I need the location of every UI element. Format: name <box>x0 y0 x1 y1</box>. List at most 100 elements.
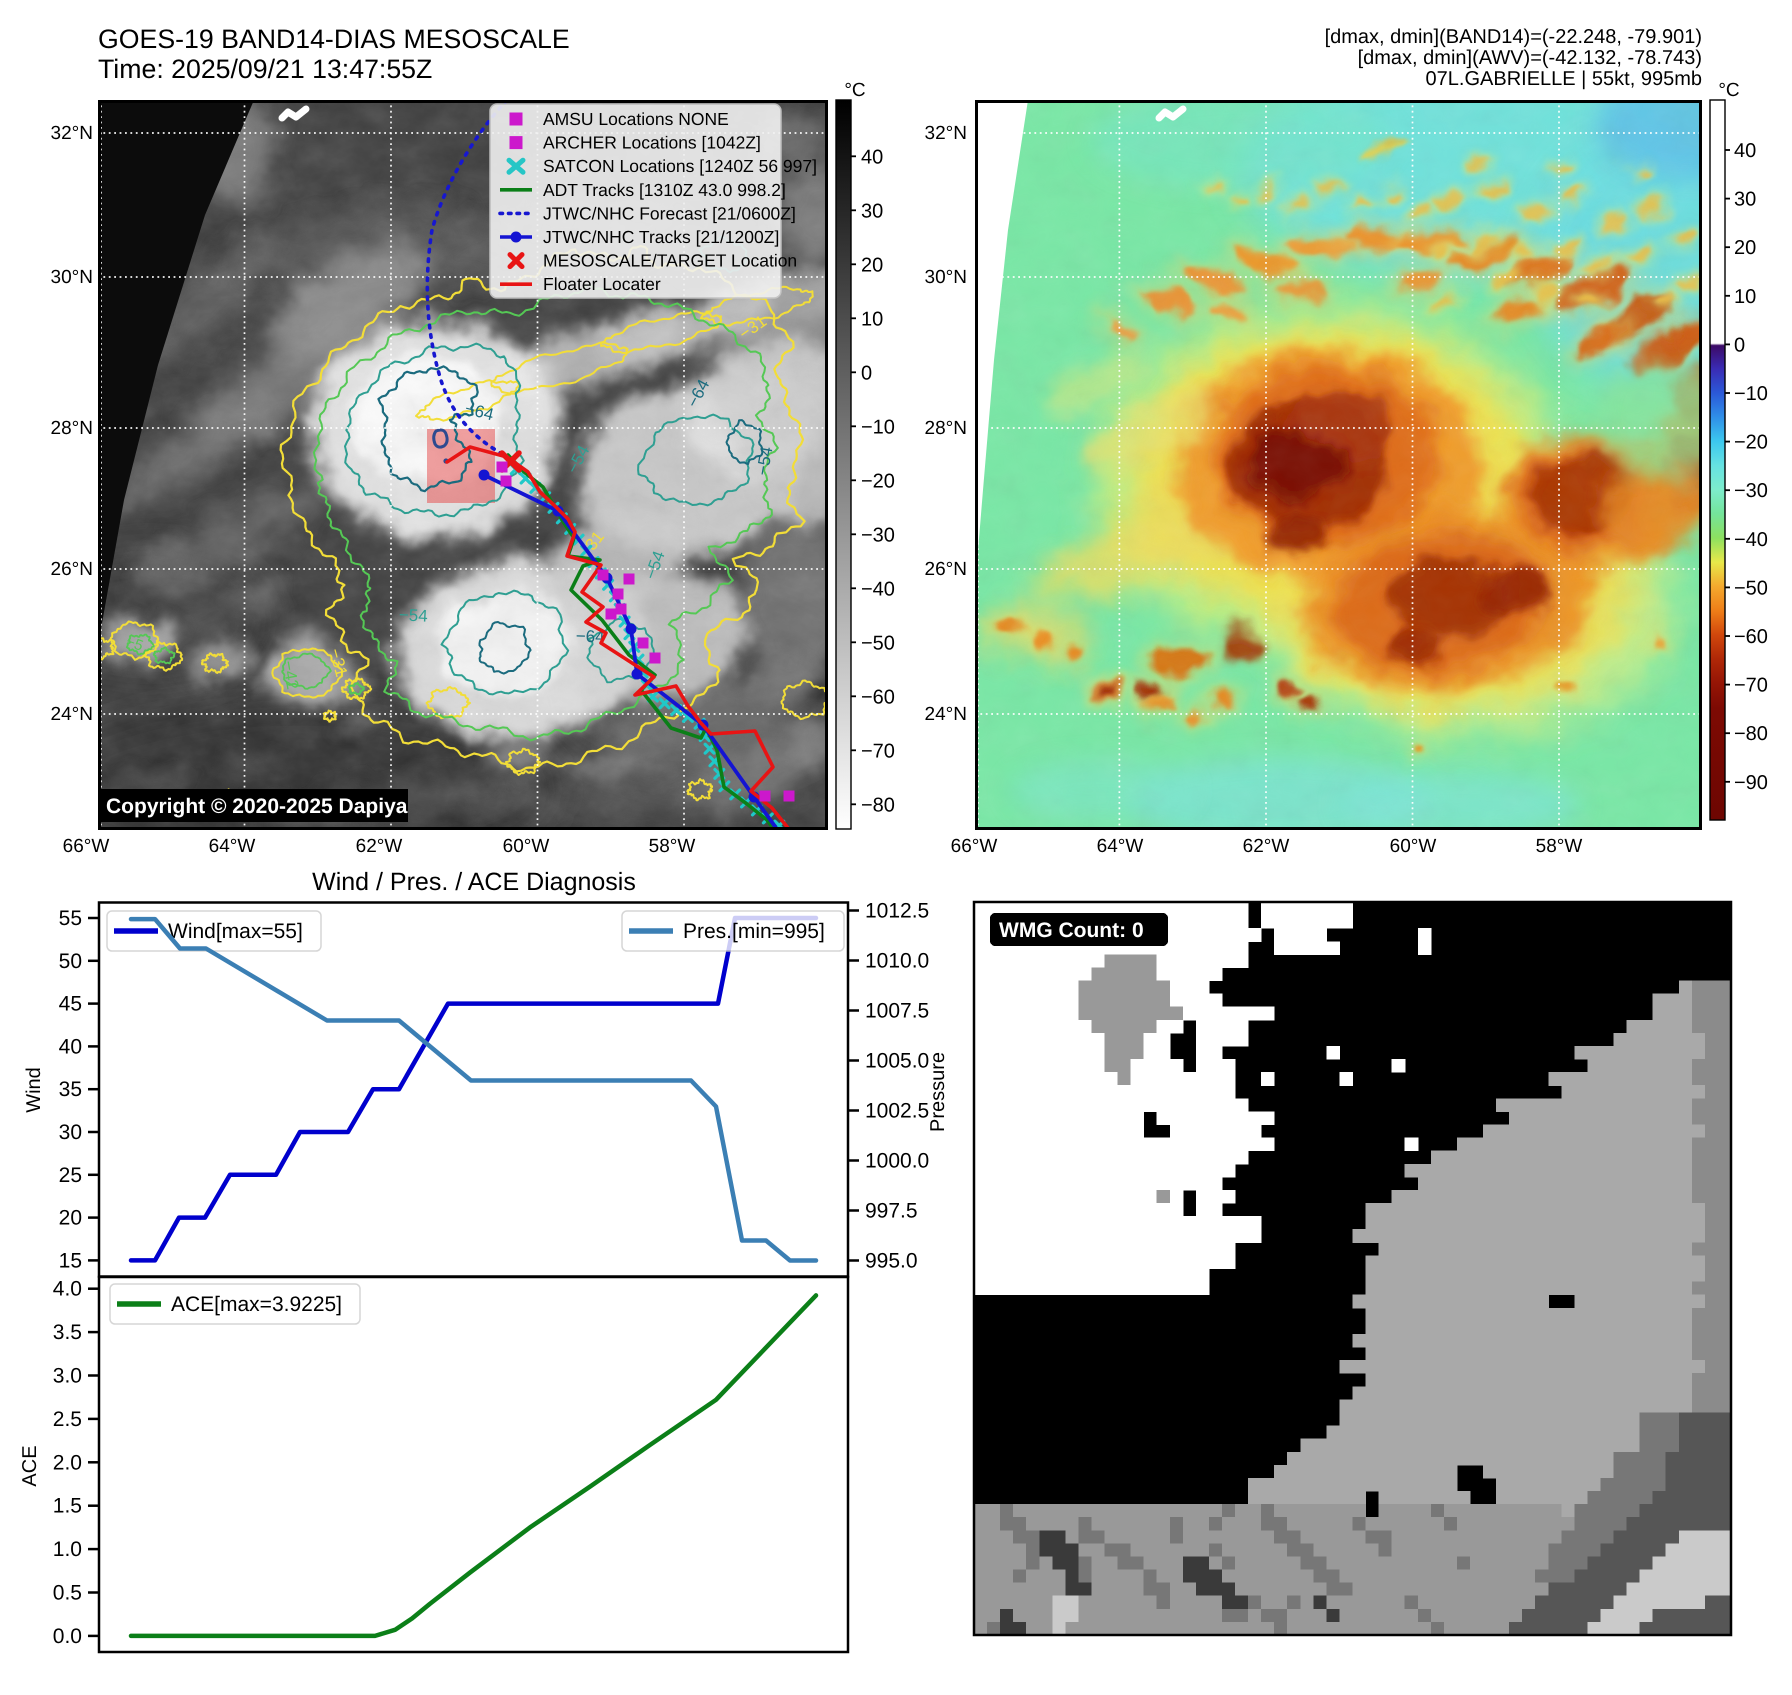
svg-text:24°N: 24°N <box>51 704 93 725</box>
svg-text:−20: −20 <box>861 470 895 492</box>
svg-text:50: 50 <box>59 950 82 973</box>
svg-text:30°N: 30°N <box>925 267 967 288</box>
svg-text:28°N: 28°N <box>51 418 93 439</box>
svg-text:−60: −60 <box>861 686 895 708</box>
svg-text:Floater Locater: Floater Locater <box>543 274 661 294</box>
svg-text:40: 40 <box>861 146 883 168</box>
svg-text:1002.5: 1002.5 <box>865 1100 929 1123</box>
svg-text:−10: −10 <box>1734 383 1768 405</box>
svg-text:−42: −42 <box>279 659 303 691</box>
svg-text:20: 20 <box>59 1207 82 1230</box>
svg-text:1.5: 1.5 <box>53 1495 82 1518</box>
svg-text:−54: −54 <box>398 605 428 625</box>
svg-text:Wind / Pres. / ACE Diagnosis: Wind / Pres. / ACE Diagnosis <box>312 868 636 896</box>
svg-text:°C: °C <box>1718 80 1739 101</box>
svg-text:−64: −64 <box>575 627 604 647</box>
svg-text:30: 30 <box>861 200 883 222</box>
svg-text:−40: −40 <box>861 578 895 600</box>
svg-text:−5: −5 <box>124 633 146 655</box>
svg-text:30°N: 30°N <box>51 267 93 288</box>
svg-text:32°N: 32°N <box>51 123 93 144</box>
svg-text:20: 20 <box>861 254 883 276</box>
svg-text:0.5: 0.5 <box>53 1582 82 1605</box>
svg-text:−70: −70 <box>1734 675 1768 697</box>
svg-text:JTWC/NHC Tracks [21/1200Z]: JTWC/NHC Tracks [21/1200Z] <box>543 227 779 247</box>
svg-text:35: 35 <box>59 1078 82 1101</box>
svg-text:ACE: ACE <box>19 1445 41 1486</box>
svg-text:SATCON Locations [1240Z 56 997: SATCON Locations [1240Z 56 997] <box>543 156 817 176</box>
svg-text:−80: −80 <box>861 794 895 816</box>
svg-text:0: 0 <box>1734 334 1745 356</box>
svg-text:−10: −10 <box>861 416 895 438</box>
svg-text:−30: −30 <box>1734 480 1768 502</box>
svg-text:Pressure: Pressure <box>927 1052 949 1132</box>
svg-text:58°W: 58°W <box>1536 836 1583 857</box>
svg-text:1012.5: 1012.5 <box>865 900 929 923</box>
svg-text:1005.0: 1005.0 <box>865 1050 929 1073</box>
svg-text:−50: −50 <box>861 632 895 654</box>
svg-text:10: 10 <box>1734 286 1756 308</box>
svg-text:1.0: 1.0 <box>53 1538 82 1561</box>
svg-text:62°W: 62°W <box>356 836 403 857</box>
svg-text:30: 30 <box>1734 189 1756 211</box>
svg-text:45: 45 <box>59 993 82 1016</box>
svg-text:30: 30 <box>59 1121 82 1144</box>
svg-text:Pres.[min=995]: Pres.[min=995] <box>683 920 825 943</box>
svg-text:20: 20 <box>1734 237 1756 259</box>
svg-text:40: 40 <box>59 1035 82 1058</box>
svg-text:28°N: 28°N <box>925 418 967 439</box>
svg-text:66°W: 66°W <box>951 836 998 857</box>
svg-text:−50: −50 <box>1734 577 1768 599</box>
svg-text:Wind[max=55]: Wind[max=55] <box>168 920 303 943</box>
svg-text:32°N: 32°N <box>925 123 967 144</box>
svg-text:40: 40 <box>1734 140 1756 162</box>
svg-text:JTWC/NHC Forecast [21/0600Z]: JTWC/NHC Forecast [21/0600Z] <box>543 203 796 223</box>
svg-text:Wind: Wind <box>23 1067 45 1113</box>
svg-text:AMSU Locations NONE: AMSU Locations NONE <box>543 109 729 129</box>
svg-text:GOES-19 BAND14-DIAS MESOSCALE: GOES-19 BAND14-DIAS MESOSCALE <box>98 24 570 54</box>
svg-text:−20: −20 <box>1734 432 1768 454</box>
svg-text:64°W: 64°W <box>209 836 256 857</box>
svg-text:55: 55 <box>59 907 82 930</box>
svg-text:2.0: 2.0 <box>53 1451 82 1474</box>
svg-text:24°N: 24°N <box>925 704 967 725</box>
svg-text:−60: −60 <box>1734 626 1768 648</box>
svg-text:−90: −90 <box>1734 772 1768 794</box>
svg-text:62°W: 62°W <box>1243 836 1290 857</box>
svg-text:997.5: 997.5 <box>865 1200 918 1223</box>
svg-text:WMG Count: 0: WMG Count: 0 <box>999 919 1144 942</box>
svg-text:3.0: 3.0 <box>53 1365 82 1388</box>
svg-text:[dmax, dmin](BAND14)=(-22.248,: [dmax, dmin](BAND14)=(-22.248, -79.901) <box>1325 26 1702 48</box>
svg-text:26°N: 26°N <box>51 559 93 580</box>
svg-text:−40: −40 <box>1734 529 1768 551</box>
svg-text:15: 15 <box>59 1249 82 1272</box>
svg-text:60°W: 60°W <box>1390 836 1437 857</box>
svg-text:MESOSCALE/TARGET Location: MESOSCALE/TARGET Location <box>543 251 797 271</box>
svg-text:3.5: 3.5 <box>53 1321 82 1344</box>
svg-text:1007.5: 1007.5 <box>865 1000 929 1023</box>
svg-text:4.0: 4.0 <box>53 1278 82 1301</box>
svg-text:64°W: 64°W <box>1097 836 1144 857</box>
svg-text:26°N: 26°N <box>925 559 967 580</box>
svg-text:−80: −80 <box>1734 723 1768 745</box>
svg-text:Copyright © 2020-2025 Dapiya: Copyright © 2020-2025 Dapiya <box>106 795 408 818</box>
svg-text:−30: −30 <box>861 524 895 546</box>
svg-text:1000.0: 1000.0 <box>865 1150 929 1173</box>
svg-text:°C: °C <box>844 80 865 101</box>
svg-text:0: 0 <box>861 362 872 384</box>
svg-text:[dmax, dmin](AWV)=(-42.132, -7: [dmax, dmin](AWV)=(-42.132, -78.743) <box>1358 47 1702 69</box>
svg-text:Time: 2025/09/21 13:47:55Z: Time: 2025/09/21 13:47:55Z <box>98 54 432 84</box>
svg-text:−70: −70 <box>861 740 895 762</box>
svg-text:995.0: 995.0 <box>865 1250 918 1273</box>
svg-text:25: 25 <box>59 1164 82 1187</box>
svg-text:1010.0: 1010.0 <box>865 950 929 973</box>
svg-text:07L.GABRIELLE | 55kt, 995mb: 07L.GABRIELLE | 55kt, 995mb <box>1426 68 1702 90</box>
svg-text:0.0: 0.0 <box>53 1625 82 1648</box>
svg-text:ARCHER Locations [1042Z]: ARCHER Locations [1042Z] <box>543 133 761 153</box>
svg-text:ACE[max=3.9225]: ACE[max=3.9225] <box>171 1293 342 1316</box>
svg-text:ADT Tracks [1310Z 43.0 998.2]: ADT Tracks [1310Z 43.0 998.2] <box>543 180 786 200</box>
svg-text:−54: −54 <box>753 445 777 477</box>
svg-text:58°W: 58°W <box>649 836 696 857</box>
svg-text:60°W: 60°W <box>503 836 550 857</box>
svg-text:66°W: 66°W <box>63 836 110 857</box>
